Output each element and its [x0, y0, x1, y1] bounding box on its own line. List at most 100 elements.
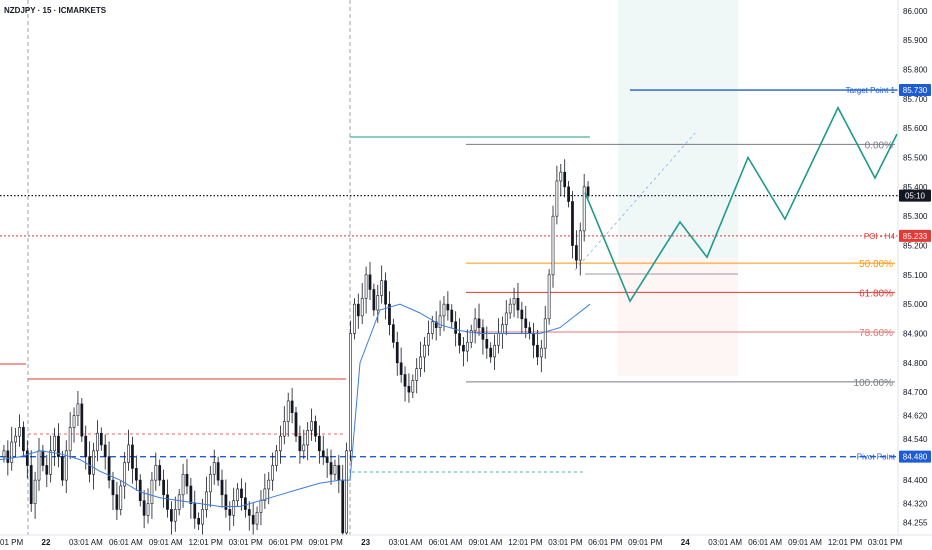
pivot-label: Pivot Point: [857, 453, 896, 462]
candle-body: [345, 450, 348, 534]
candle-body: [310, 421, 313, 431]
zone-diagonal: [574, 132, 696, 271]
candle-body: [329, 462, 333, 475]
candle-body: [228, 509, 232, 516]
candle-body: [395, 341, 399, 364]
candle-body: [294, 412, 298, 437]
candle-body: [532, 333, 535, 346]
candle-body: [317, 435, 321, 452]
price-tick-label: 85.300: [903, 212, 928, 221]
candle-body: [57, 435, 60, 457]
price-tags: 85.730 Target Point 1 05:10 85.233 POI - H4 8…: [846, 84, 931, 463]
candle-body: [586, 186, 590, 196]
candle-body: [271, 465, 275, 481]
candle-body: [508, 303, 512, 314]
candle-body: [263, 488, 267, 501]
candle-body: [582, 186, 586, 232]
price-axis-ticks: 86.000 85.900 85.800 85.700 85.600 85.500 85.4…: [903, 7, 928, 528]
candle-body: [22, 427, 25, 452]
candle-body: [29, 465, 33, 504]
candle-body: [356, 303, 360, 317]
chart-title: NZDJPY · 15 · ICMARKETS: [4, 6, 107, 15]
price-levels: [0, 89, 898, 458]
candle-body: [18, 427, 21, 437]
price-tick-label: 84.700: [903, 388, 928, 397]
candle-body: [368, 274, 372, 290]
candle-body: [547, 274, 551, 320]
candle-body: [64, 450, 68, 481]
candle-body: [166, 494, 169, 510]
candle-body: [337, 465, 341, 481]
candle-body: [138, 479, 142, 501]
fib-level-label: 50.00%: [859, 259, 893, 270]
poi-label: POI - H4: [864, 232, 896, 241]
candle-body: [80, 403, 84, 437]
candle-body: [473, 318, 477, 331]
candle-body: [60, 456, 64, 481]
time-tick-label: 09:01 AM: [149, 538, 183, 547]
target-zone-box: [618, 0, 738, 258]
candle-body: [403, 374, 407, 387]
candle-body: [25, 450, 29, 466]
candle-body: [298, 435, 302, 452]
stop-zone-box: [618, 258, 738, 376]
candle-body: [259, 500, 263, 513]
pivot-price-tag-value: 84.480: [903, 453, 928, 462]
target-price-tag: [899, 84, 931, 97]
candle-body: [578, 230, 582, 261]
candle-body: [321, 450, 325, 457]
candle-body: [49, 450, 53, 475]
target-price-tag-value: 85.730: [903, 86, 928, 95]
candle-body: [430, 321, 434, 334]
candle-body: [477, 318, 481, 328]
candle-body: [193, 503, 197, 519]
time-tick-label: 09:01 AM: [469, 538, 503, 547]
candle-body: [384, 280, 387, 305]
candle-body: [399, 362, 403, 375]
candle-body: [372, 289, 376, 311]
candle-body: [41, 450, 45, 466]
candle-body: [539, 347, 543, 358]
candle-body: [536, 344, 539, 358]
candle-body: [119, 485, 123, 510]
candle-body: [325, 456, 329, 463]
candle-body: [162, 479, 165, 496]
candle-body: [267, 479, 271, 490]
time-tick-label: 06:01 AM: [109, 538, 143, 547]
candle-body: [103, 444, 107, 457]
candle-body: [177, 494, 181, 510]
candle-body: [99, 432, 103, 446]
candle-body: [407, 385, 411, 393]
price-tick-label: 84.620: [903, 412, 928, 421]
price-tick-label: 84.400: [903, 476, 928, 485]
candle-body: [197, 517, 201, 525]
candle-body: [333, 465, 337, 475]
candle-body: [134, 468, 138, 481]
candle-body: [314, 421, 317, 437]
fib-level-label: 78.60%: [859, 328, 893, 339]
candle-body: [84, 435, 88, 457]
candle-body: [543, 318, 547, 349]
candle-body: [574, 245, 578, 261]
time-tick-label: 06:01 AM: [429, 538, 463, 547]
time-tick-label: 03:01 PM: [0, 538, 23, 547]
price-tick-label: 84.540: [903, 435, 928, 444]
candle-body: [493, 344, 496, 358]
candle-body: [279, 435, 282, 452]
candle-body: [244, 497, 247, 510]
price-tick-label: 84.800: [903, 359, 928, 368]
candle-body: [76, 403, 80, 416]
time-tick-label: 12:01 PM: [828, 538, 863, 547]
candle-body: [240, 488, 243, 499]
time-tick-label: 03:01 AM: [69, 538, 103, 547]
candle-body: [10, 441, 14, 463]
time-axis-ticks: 03:01 PM 22 03:01 AM 06:01 AM 09:01 AM 12:01 …: [0, 538, 902, 547]
price-tick-label: 85.900: [903, 36, 928, 45]
time-tick-label: 09:01 PM: [628, 538, 663, 547]
candle-body: [6, 450, 10, 463]
price-tick-label: 86.000: [903, 7, 928, 16]
candle-body: [212, 462, 216, 475]
candle-body: [341, 479, 345, 534]
candle-body: [388, 303, 391, 325]
